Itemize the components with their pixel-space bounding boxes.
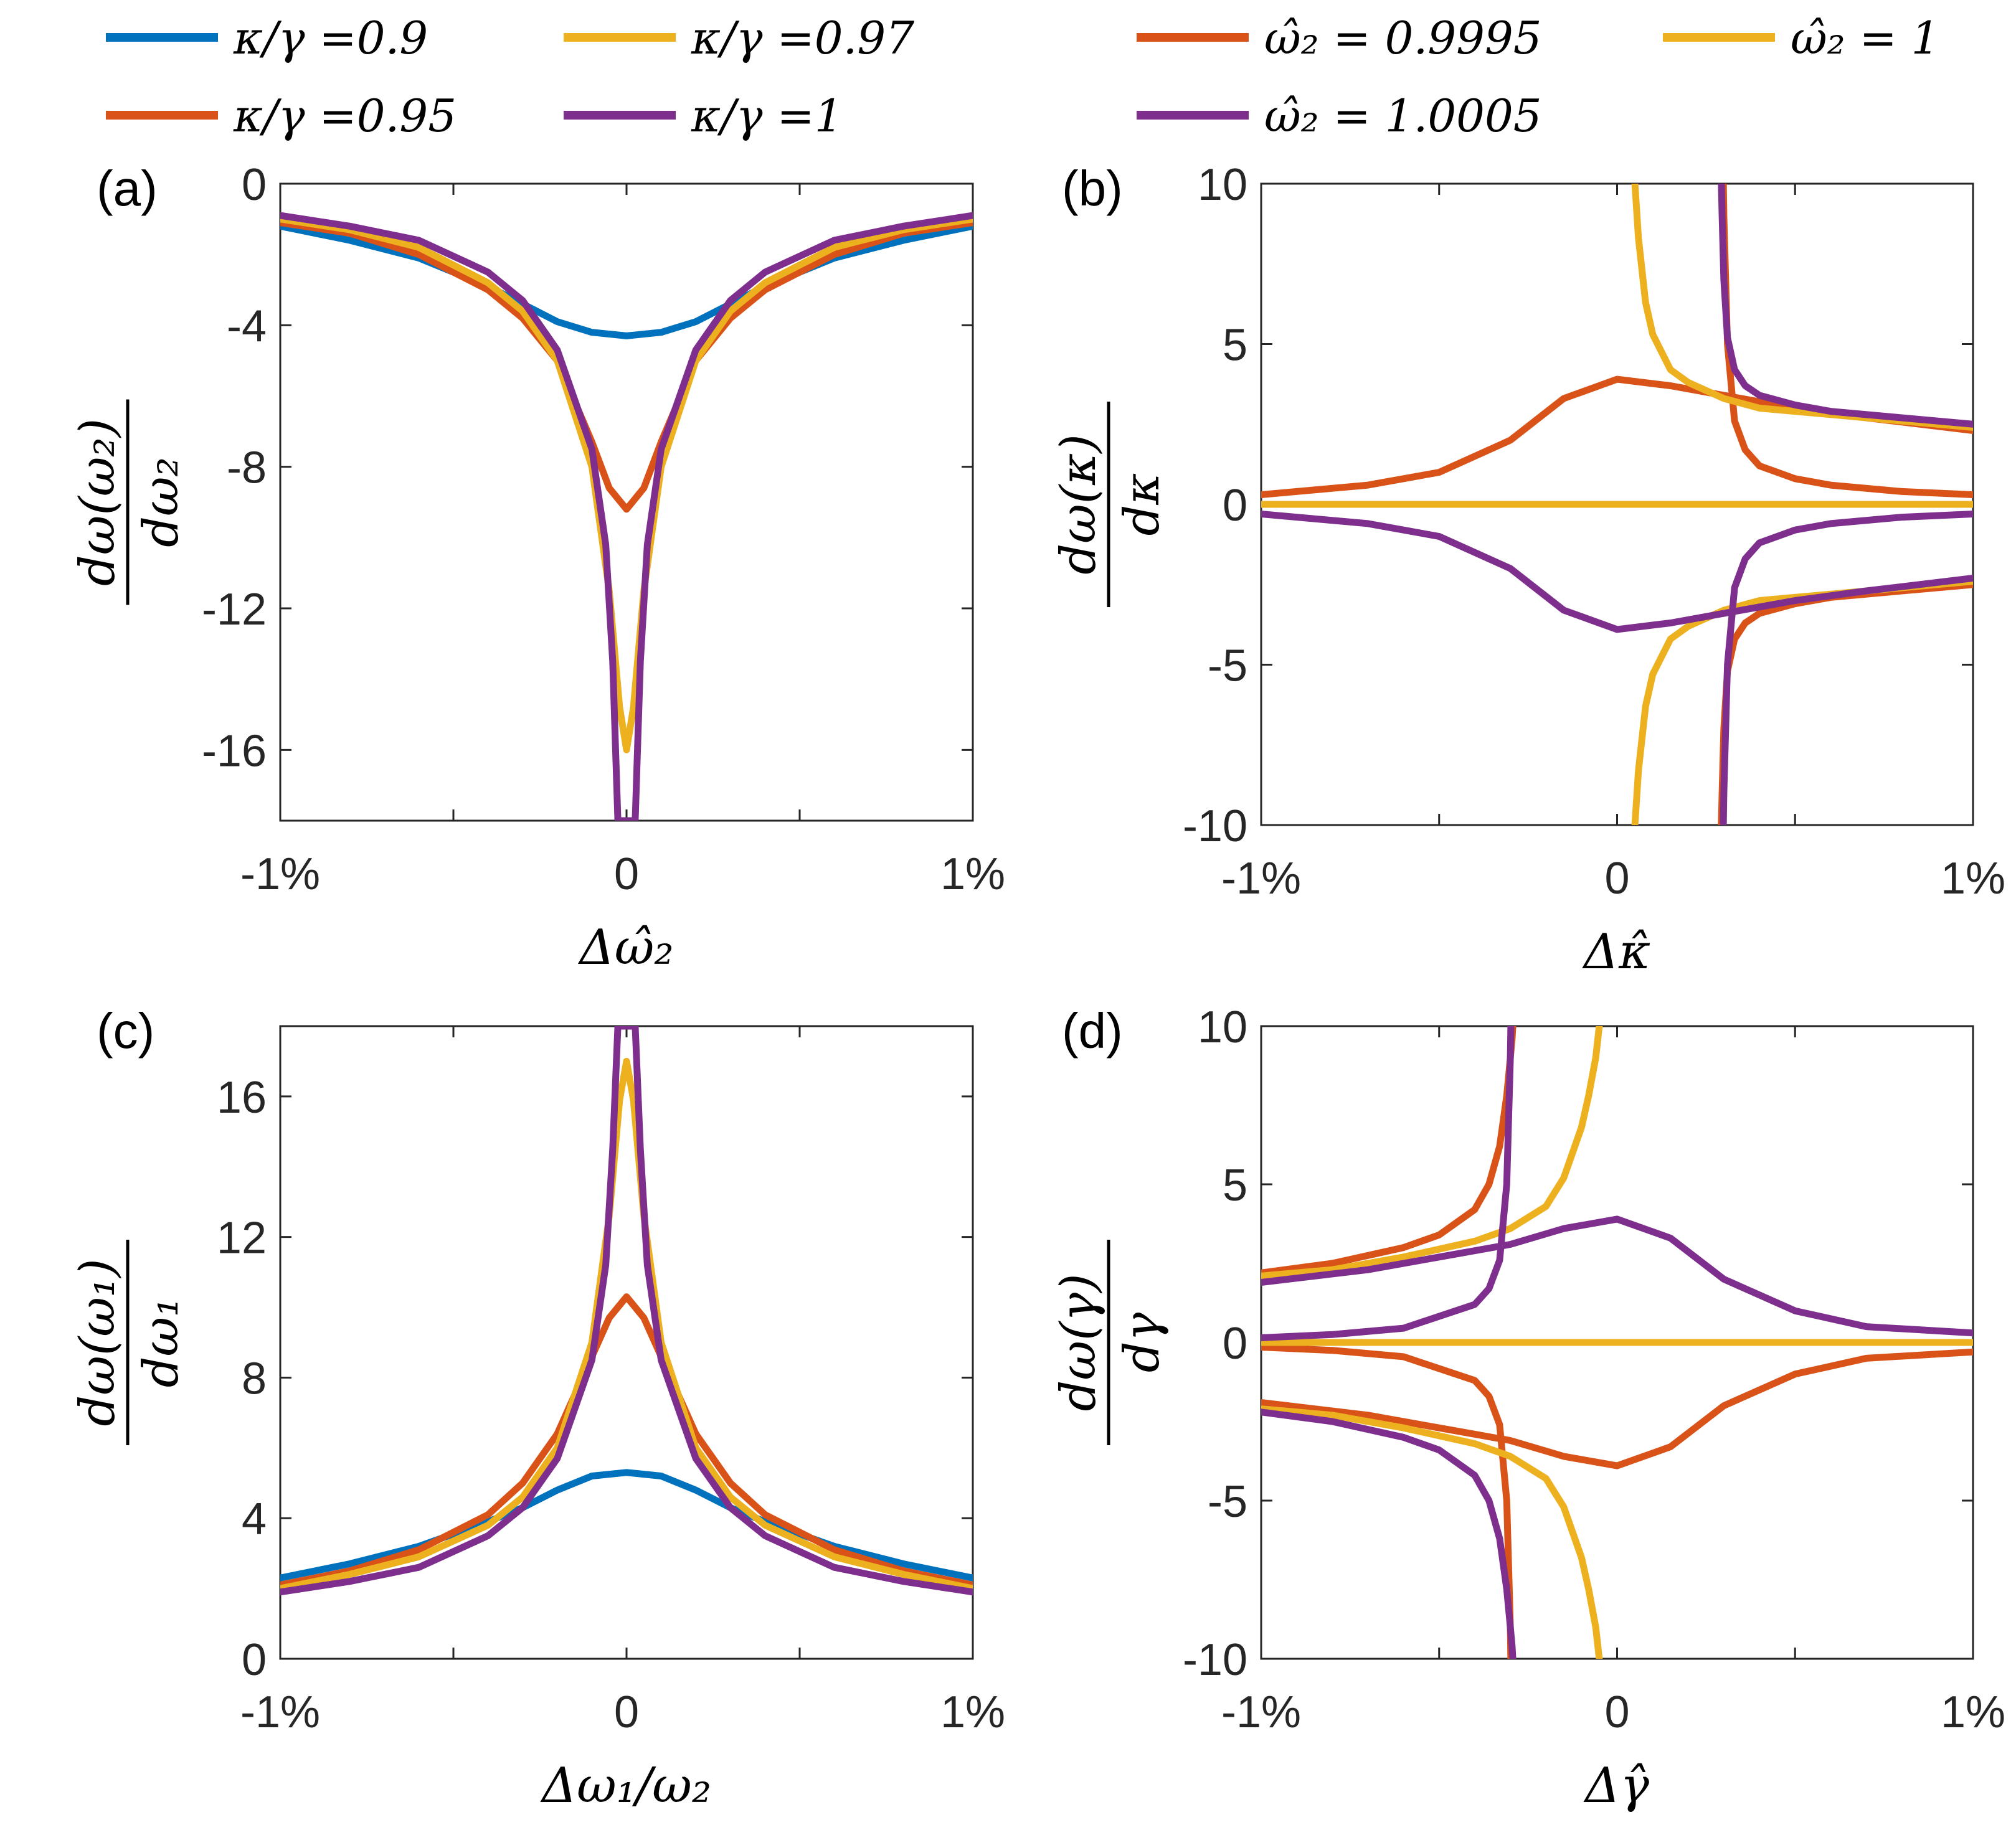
- x-tick-label: -1%: [240, 849, 320, 899]
- x-tick-label: 0: [1604, 1687, 1629, 1737]
- x-tick-label: -1%: [240, 1687, 320, 1737]
- x-axis-label: Δγ̂: [1583, 1758, 1649, 1814]
- series-line: [1261, 1026, 1517, 1276]
- series-line: [1720, 511, 1973, 825]
- series-line: [1261, 1405, 1603, 1659]
- x-tick-label: 1%: [1941, 854, 2005, 903]
- legend-entry: ω̂₂ = 1.0005: [1264, 90, 1542, 142]
- series-line: [1718, 581, 1973, 825]
- y-axis-label: dω(κ) dκ: [1051, 402, 1170, 607]
- y-tick-label: 10: [1198, 160, 1247, 210]
- series-line: [1720, 184, 1973, 498]
- chart-panel: -1% 0 1% 0 -4 -8 -12 -16 (a) Δω̂₂ dω(ω₂) dω₂: [70, 160, 1005, 976]
- y-tick-label: 0: [1223, 1319, 1247, 1369]
- x-tick-label: 0: [614, 849, 639, 899]
- legend: κ/γ =0.9 κ/γ =0.97 κ/γ =0.95 κ/γ =1 ω̂₂ = 0.…: [106, 12, 1939, 142]
- y-label-numerator: dω(ω₁): [70, 1258, 126, 1426]
- x-axis-label: Δω₁/ω₂: [540, 1758, 711, 1814]
- series-line: [1261, 1408, 1517, 1659]
- x-tick-label: 1%: [940, 1687, 1005, 1737]
- legend-entry: κ/γ =0.9: [233, 12, 428, 64]
- series-group: [1261, 1026, 1973, 1659]
- y-tick-label: 5: [1223, 1161, 1247, 1210]
- series-line: [1718, 184, 1973, 428]
- series-group: [1261, 184, 1973, 825]
- series-line: [280, 212, 973, 821]
- y-label-denominator: dω₁: [133, 1298, 189, 1388]
- x-axis-label: Δω̂₂: [577, 920, 673, 976]
- y-tick-label: 8: [242, 1354, 267, 1403]
- legend-entry: ω̂₂ = 0.9995: [1264, 12, 1542, 64]
- y-tick-label: -5: [1208, 641, 1247, 691]
- y-tick-label: -4: [227, 301, 267, 351]
- y-tick-label: -10: [1183, 801, 1247, 851]
- x-tick-label: -1%: [1221, 854, 1301, 903]
- x-axis-label: Δκ̂: [1582, 924, 1650, 980]
- series-line: [280, 1293, 973, 1588]
- y-label-numerator: dω(κ): [1051, 434, 1107, 575]
- y-axis-label: dω(ω₁) dω₁: [70, 1240, 189, 1445]
- y-label-numerator: dω(ω₂): [70, 418, 126, 586]
- chart-panel: -1% 0 1% 10 5 0 -5 -10 (d) Δγ̂ dω(γ) dγ: [1051, 1002, 2005, 1814]
- legend-entry: κ/γ =0.95: [233, 90, 457, 142]
- y-tick-label: 10: [1198, 1002, 1247, 1052]
- y-axis-label: dω(γ) dγ: [1051, 1240, 1170, 1445]
- panel-label: (c): [97, 1003, 154, 1059]
- legend-entry: κ/γ =0.97: [691, 12, 914, 64]
- y-tick-label: 0: [242, 1635, 267, 1685]
- series-line: [1261, 1026, 1603, 1280]
- series-line: [1261, 1344, 1515, 1659]
- y-tick-label: 16: [217, 1073, 267, 1123]
- legend-entry: κ/γ =1: [691, 90, 843, 142]
- x-tick-label: 0: [1604, 854, 1629, 903]
- x-tick-label: -1%: [1221, 1687, 1301, 1737]
- x-tick-label: 1%: [940, 849, 1005, 899]
- series-group: [280, 1026, 973, 1596]
- panel-label: (d): [1062, 1003, 1123, 1059]
- panel-label: (a): [97, 161, 158, 216]
- series-line: [1261, 511, 1973, 633]
- y-tick-label: 4: [242, 1494, 267, 1544]
- series-line: [280, 219, 973, 513]
- y-tick-label: 12: [217, 1214, 267, 1263]
- x-tick-label: 0: [614, 1687, 639, 1737]
- series-line: [1261, 1215, 1973, 1337]
- series-line: [280, 215, 973, 753]
- x-tick-label: 1%: [1941, 1687, 2005, 1737]
- y-tick-label: -8: [227, 443, 267, 493]
- chart-panel: -1% 0 1% 10 5 0 -5 -10 (b) Δκ̂ dω(κ) dκ: [1051, 160, 2005, 980]
- series-group: [280, 212, 973, 821]
- series-line: [280, 1026, 973, 1596]
- y-label-numerator: dω(γ): [1051, 1273, 1107, 1411]
- y-tick-label: -16: [202, 726, 267, 776]
- y-label-denominator: dγ: [1114, 1312, 1170, 1372]
- axes-box: [279, 182, 974, 822]
- y-tick-label: -5: [1208, 1477, 1247, 1527]
- y-label-denominator: dω₂: [133, 457, 189, 547]
- y-tick-label: 0: [1223, 481, 1247, 531]
- panels: -1% 0 1%0-4-8-12-16(a)Δω̂₂dω(ω₂) dω₂-1% 0 1%1…: [70, 160, 2005, 1814]
- series-line: [280, 1057, 973, 1592]
- series-line: [1261, 375, 1973, 498]
- panel-label: (b): [1062, 161, 1123, 216]
- y-label-denominator: dκ: [1114, 473, 1170, 535]
- y-tick-label: 5: [1223, 321, 1247, 370]
- y-tick-label: -10: [1183, 1635, 1247, 1685]
- legend-entry: ω̂₂ = 1: [1791, 12, 1939, 64]
- y-tick-label: -12: [202, 585, 267, 634]
- y-tick-label: 0: [242, 160, 267, 210]
- series-line: [1261, 1348, 1973, 1469]
- series-line: [1261, 1026, 1515, 1341]
- y-axis-label: dω(ω₂) dω₂: [70, 399, 189, 605]
